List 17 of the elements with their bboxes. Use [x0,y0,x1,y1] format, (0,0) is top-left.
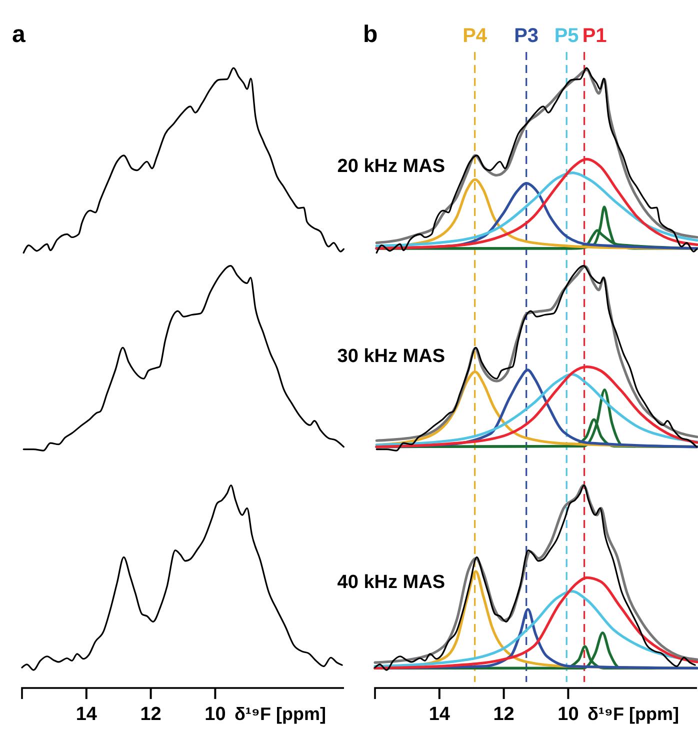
ref-line-label: P3 [514,25,539,47]
x-tick-label: 10 [204,704,226,725]
chart-title: b [363,21,378,48]
annotation: 20 kHz MAS [337,156,445,177]
chart-title: a [12,21,26,48]
x-tick-label: 12 [140,704,162,725]
ref-line-label: P1 [582,25,607,47]
ref-line-label: P4 [462,25,488,47]
x-tick-label: 14 [76,704,98,725]
x-tick-label: 14 [428,704,450,725]
x-axis-title: δ¹⁹F [ppm] [588,704,679,724]
x-tick-label: 10 [558,704,579,725]
x-tick-label: 12 [493,704,514,725]
annotation: 30 kHz MAS [337,346,445,367]
x-axis-title: δ¹⁹F [ppm] [234,704,326,724]
ref-line-label: P5 [554,25,579,47]
annotation: 40 kHz MAS [337,572,445,593]
